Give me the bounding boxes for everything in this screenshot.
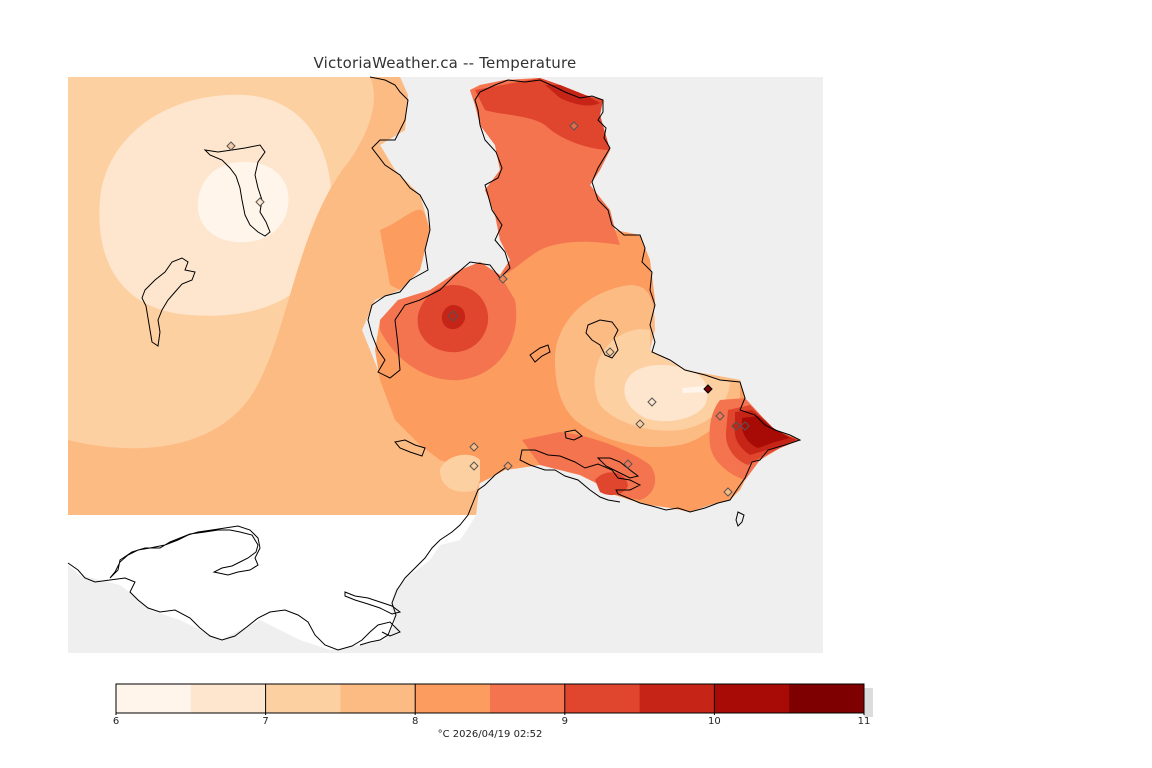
legend-tick-label: 8 <box>412 716 419 727</box>
legend-swatch <box>190 684 267 713</box>
station-marker <box>723 487 733 497</box>
legend-tick-label: 10 <box>708 716 721 727</box>
island-small-1 <box>529 344 551 363</box>
legend-tick-label: 6 <box>112 716 120 727</box>
coastline-olympic <box>67 562 401 651</box>
station-marker <box>226 141 236 151</box>
station-marker <box>715 411 725 421</box>
island-sidney <box>394 439 426 457</box>
footer-timestamp: 2026/04/19 02:52 <box>452 729 543 740</box>
island-chatham <box>735 511 745 527</box>
station-marker <box>498 274 508 284</box>
island-lake-1 <box>203 144 271 237</box>
temp-band-west-coolest <box>197 161 289 243</box>
coastline-port-angeles <box>344 591 402 615</box>
station-marker <box>647 397 657 407</box>
station-marker <box>740 421 750 431</box>
color-legend <box>115 683 873 717</box>
coastlines <box>67 76 802 651</box>
legend-swatch <box>714 684 790 713</box>
station-marker <box>569 121 579 131</box>
legend-swatch <box>789 684 865 713</box>
legend-tick-label: 11 <box>857 716 871 727</box>
legend-tick-label: 9 <box>561 716 568 727</box>
temp-band-west-warm-edge <box>68 77 480 515</box>
footer-unit: °C <box>437 729 450 740</box>
legend-swatch <box>415 684 491 713</box>
coastline-esquimalt <box>596 457 640 479</box>
temp-band-victoria-min <box>682 386 705 393</box>
legend-swatch <box>564 684 641 713</box>
station-marker <box>255 197 265 207</box>
coastline-olympic-north <box>109 525 261 579</box>
legend-swatch <box>340 684 416 713</box>
station-marker <box>731 421 741 431</box>
station-marker <box>503 461 513 471</box>
temp-band-victoria-coolest <box>624 365 708 422</box>
olympic-land <box>68 515 476 650</box>
island-james <box>585 319 619 359</box>
station-marker <box>469 442 479 452</box>
station-marker <box>703 384 713 394</box>
station-marker <box>447 310 459 322</box>
station-marker <box>635 419 645 429</box>
legend-shadow <box>864 688 873 717</box>
station-marker <box>605 347 615 357</box>
stations <box>226 121 750 497</box>
temp-band-oakbay-hottest <box>742 416 790 448</box>
legend-tick-label: 7 <box>262 716 269 727</box>
coastline-portland <box>564 429 583 441</box>
coastline-vi-east <box>367 76 802 513</box>
legend-swatch <box>265 684 341 713</box>
coastline-sooke <box>359 467 506 646</box>
island-lake-2 <box>141 257 196 347</box>
legend-swatch <box>490 684 566 713</box>
legend-swatch <box>116 684 192 713</box>
footer-caption: °C 2026/04/19 02:52 <box>0 729 980 740</box>
legend-swatch <box>639 684 715 713</box>
station-marker <box>469 461 479 471</box>
temp-band-strait-coast <box>380 209 430 290</box>
map-title: VictoriaWeather.ca -- Temperature <box>313 54 577 72</box>
temp-band-southwest-cool <box>440 454 480 492</box>
station-marker <box>623 459 633 469</box>
temperature-field <box>68 77 800 515</box>
